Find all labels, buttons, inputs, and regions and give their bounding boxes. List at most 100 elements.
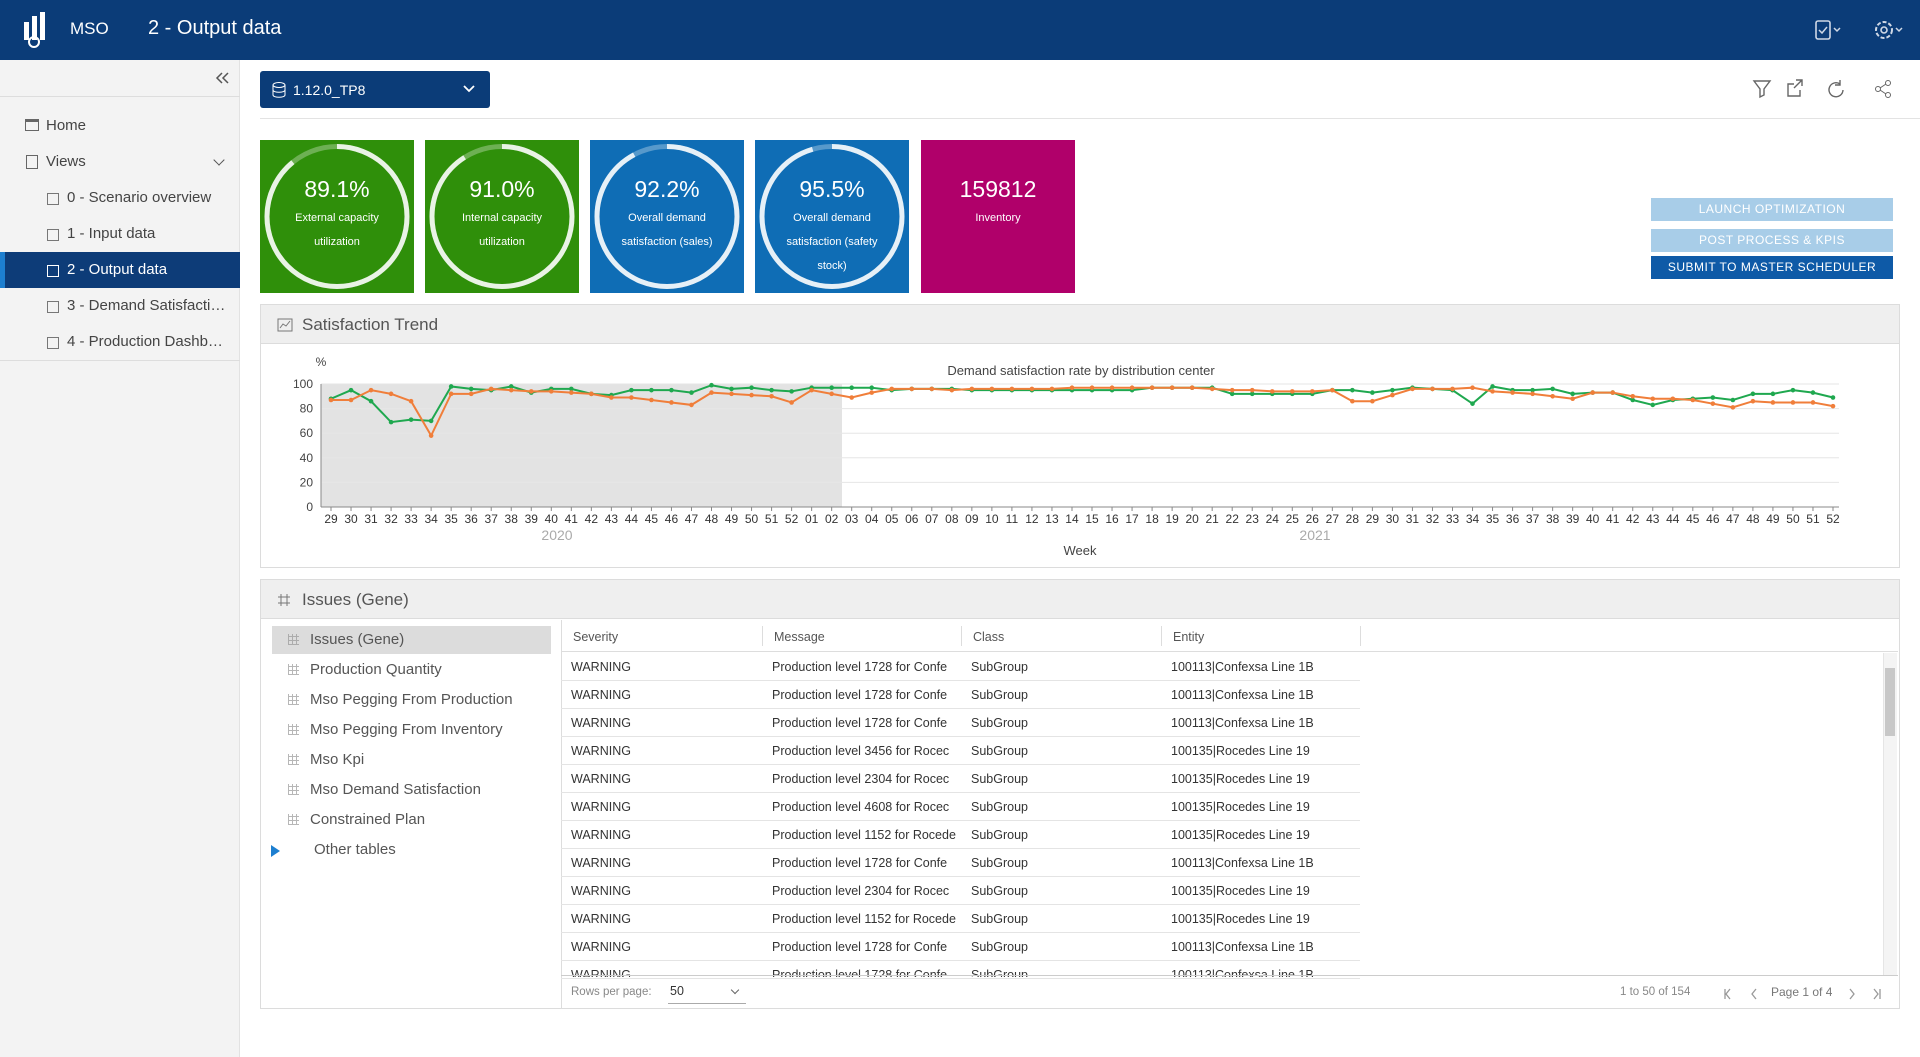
kpi-label: Internal capacity utilization bbox=[461, 212, 543, 248]
table-row bbox=[561, 905, 1360, 933]
table-cell: SubGroup bbox=[971, 660, 1028, 674]
rows-per-page-select[interactable]: 50 bbox=[668, 979, 746, 1004]
icon bbox=[47, 265, 59, 277]
table-cell: WARNING bbox=[571, 744, 631, 758]
icon bbox=[25, 119, 39, 131]
table-cell: Production level 3456 for Rocec bbox=[772, 744, 950, 758]
view-item[interactable]: 4 - Production Dashb… bbox=[67, 333, 223, 350]
table-cell: SubGroup bbox=[971, 716, 1028, 730]
icon bbox=[288, 724, 299, 735]
action-button[interactable]: SUBMIT TO MASTER SCHEDULER bbox=[1651, 256, 1893, 279]
kpi-ring bbox=[429, 144, 575, 289]
table-cell: Production level 4608 for Rocec bbox=[772, 800, 950, 814]
table-cell: 100113|Confexsa Line 1B bbox=[1171, 856, 1314, 870]
kpi-tile[interactable]: 95.5% Overall demand satisfaction (safety… bbox=[755, 140, 909, 293]
panel-title: Satisfaction Trend bbox=[261, 305, 1899, 344]
table-cell: SubGroup bbox=[971, 744, 1028, 758]
table-list-item[interactable]: Constrained Plan bbox=[310, 811, 426, 828]
nav-item[interactable]: Views bbox=[46, 153, 86, 170]
table-cell: SubGroup bbox=[971, 856, 1028, 870]
table-cell: 100135|Rocedes Line 19 bbox=[1171, 744, 1310, 758]
table-list-item[interactable]: Issues (Gene) bbox=[272, 626, 551, 654]
scenario-name: 1.12.0_TP8 bbox=[293, 82, 366, 98]
folder-item[interactable]: Other tables bbox=[314, 841, 396, 858]
table-cell: Production level 1728 for Confe bbox=[772, 856, 948, 870]
view-item[interactable]: 0 - Scenario overview bbox=[67, 189, 212, 206]
table-cell: SubGroup bbox=[971, 912, 1028, 926]
action-button[interactable]: POST PROCESS & KPIS bbox=[1651, 229, 1893, 252]
table-row bbox=[561, 737, 1360, 765]
column-divider bbox=[1360, 626, 1361, 646]
kpi-tile[interactable]: 89.1% External capacity utilization bbox=[260, 140, 414, 293]
table-cell: Production level 1728 for Confe bbox=[772, 660, 948, 674]
icon bbox=[47, 229, 59, 241]
table-cell: WARNING bbox=[571, 884, 631, 898]
icon bbox=[288, 694, 299, 705]
kpi-label: Inventory bbox=[975, 212, 1021, 224]
scenario-dropdown[interactable]: 1.12.0_TP8 bbox=[260, 71, 490, 108]
table-list-item[interactable]: Mso Kpi bbox=[310, 751, 365, 768]
column-header[interactable]: Class bbox=[973, 630, 1005, 644]
table-cell: Production level 1152 for Rocede bbox=[772, 912, 956, 926]
table-list-item[interactable]: Production Quantity bbox=[310, 661, 442, 678]
kpi-value: 159812 bbox=[959, 176, 1037, 202]
chart-panel: Satisfaction Trend bbox=[260, 304, 1900, 568]
kpi-ring bbox=[264, 144, 410, 289]
view-item[interactable]: 2 - Output data bbox=[0, 252, 240, 288]
kpi-tile[interactable]: 91.0% Internal capacity utilization bbox=[425, 140, 579, 293]
kpi-tile[interactable]: 92.2% Overall demand satisfaction (sales) bbox=[590, 140, 744, 293]
table-cell: SubGroup bbox=[971, 940, 1028, 954]
table-cell: Production level 1728 for Confe bbox=[772, 688, 948, 702]
icon bbox=[288, 784, 299, 795]
table-cell: 100135|Rocedes Line 19 bbox=[1171, 828, 1310, 842]
table-list-item[interactable]: Mso Pegging From Inventory bbox=[310, 721, 503, 738]
icon bbox=[47, 193, 59, 205]
scroll-thumb[interactable] bbox=[1885, 668, 1895, 736]
table-header bbox=[561, 622, 1898, 652]
icon bbox=[26, 155, 38, 169]
table-list-item[interactable]: Mso Demand Satisfaction bbox=[310, 781, 481, 798]
table-cell: WARNING bbox=[571, 912, 631, 926]
action-button[interactable]: LAUNCH OPTIMIZATION bbox=[1651, 198, 1893, 221]
kpi-label: External capacity utilization bbox=[295, 212, 379, 248]
nav-item[interactable]: Home bbox=[46, 117, 87, 134]
table-row bbox=[561, 709, 1360, 737]
table-cell: WARNING bbox=[571, 968, 631, 977]
expand-arrow bbox=[271, 845, 280, 857]
table-cell: 100113|Confexsa Line 1B bbox=[1171, 688, 1314, 702]
ring-arc bbox=[594, 144, 740, 289]
view-item[interactable]: 3 - Demand Satisfacti… bbox=[67, 297, 226, 314]
settings-menu[interactable] bbox=[1872, 18, 1906, 42]
table-cell: WARNING bbox=[571, 688, 631, 702]
sidebar: Home Views 0 - Scenario overview 1 - Input … bbox=[0, 60, 240, 1057]
icon bbox=[288, 814, 299, 825]
kpi-value: 92.2% bbox=[634, 176, 700, 202]
table-row bbox=[561, 821, 1360, 849]
kpi-tile[interactable]: 159812 Inventory bbox=[921, 140, 1075, 293]
rows-per-page-label: Rows per page: bbox=[571, 986, 652, 998]
tasks-menu[interactable] bbox=[1814, 18, 1844, 42]
table-cell: 100135|Rocedes Line 19 bbox=[1171, 912, 1310, 926]
table-cell: 100135|Rocedes Line 19 bbox=[1171, 884, 1310, 898]
kpi-value: 95.5% bbox=[799, 176, 865, 202]
column-divider bbox=[961, 626, 962, 646]
table-list-item[interactable]: Mso Pegging From Production bbox=[310, 691, 513, 708]
column-header[interactable]: Message bbox=[774, 630, 825, 644]
view-item[interactable]: 1 - Input data bbox=[67, 225, 156, 242]
table-row bbox=[561, 933, 1360, 961]
pager-icons[interactable] bbox=[1722, 984, 1920, 1004]
page-title: 2 - Output data bbox=[148, 17, 282, 39]
table-cell: WARNING bbox=[571, 940, 631, 954]
table-cell: SubGroup bbox=[971, 772, 1028, 786]
column-header[interactable]: Severity bbox=[573, 630, 619, 644]
toolbar-icons[interactable] bbox=[1752, 78, 1902, 100]
table-row bbox=[561, 793, 1360, 821]
table-cell: SubGroup bbox=[971, 968, 1028, 977]
pager-arrows bbox=[1724, 988, 1881, 1000]
collapse-button[interactable] bbox=[214, 70, 230, 86]
table-cell: WARNING bbox=[571, 800, 631, 814]
table-cell: SubGroup bbox=[971, 800, 1028, 814]
column-header[interactable]: Entity bbox=[1173, 630, 1205, 644]
icon bbox=[47, 337, 59, 349]
